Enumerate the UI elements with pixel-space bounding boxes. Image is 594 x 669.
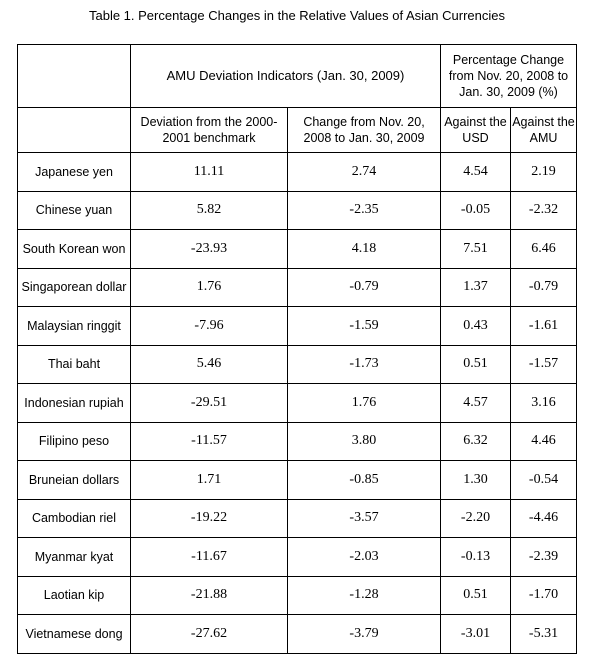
header-deviation: Deviation from the 2000-2001 benchmark [130,107,288,153]
against-usd-cell: -3.01 [440,614,511,654]
against-amu-cell: -1.57 [510,344,577,384]
against-amu-cell: -2.32 [510,190,577,230]
deviation-cell: 5.82 [130,190,288,230]
change-cell: -2.35 [287,190,441,230]
change-cell: 1.76 [287,383,441,423]
header-amu-deviation-indicators: AMU Deviation Indicators (Jan. 30, 2009) [130,44,441,108]
header-against-amu: Against the AMU [510,107,577,153]
header-change: Change from Nov. 20, 2008 to Jan. 30, 20… [287,107,441,153]
against-usd-cell: 0.51 [440,575,511,615]
deviation-cell: -27.62 [130,614,288,654]
change-cell: 3.80 [287,421,441,461]
against-usd-cell: -2.20 [440,498,511,538]
deviation-cell: -29.51 [130,383,288,423]
change-cell: -2.03 [287,537,441,577]
deviation-cell: -7.96 [130,306,288,346]
currency-name-cell: South Korean won [17,229,131,269]
against-amu-cell: -1.70 [510,575,577,615]
change-cell: -3.79 [287,614,441,654]
change-cell: -0.85 [287,460,441,500]
table-row: Indonesian rupiah -29.51 1.76 4.57 3.16 [17,383,577,423]
currency-name-cell: Singaporean dollar [17,267,131,307]
change-cell: -1.59 [287,306,441,346]
currency-name-cell: Filipino peso [17,421,131,461]
currency-name-cell: Myanmar kyat [17,537,131,577]
change-cell: -1.73 [287,344,441,384]
table-row: Cambodian riel -19.22 -3.57 -2.20 -4.46 [17,498,577,538]
table-row: Myanmar kyat -11.67 -2.03 -0.13 -2.39 [17,537,577,577]
against-amu-cell: 4.46 [510,421,577,461]
table-row: Filipino peso -11.57 3.80 6.32 4.46 [17,421,577,461]
currency-name-cell: Japanese yen [17,152,131,192]
deviation-cell: 1.71 [130,460,288,500]
currency-name-cell: Cambodian riel [17,498,131,538]
change-cell: -1.28 [287,575,441,615]
table-row: Laotian kip -21.88 -1.28 0.51 -1.70 [17,575,577,615]
header-row-groups: AMU Deviation Indicators (Jan. 30, 2009)… [17,44,577,108]
against-amu-cell: 2.19 [510,152,577,192]
against-usd-cell: 6.32 [440,421,511,461]
table-title: Table 1. Percentage Changes in the Relat… [88,8,505,23]
against-amu-cell: -0.54 [510,460,577,500]
change-cell: 2.74 [287,152,441,192]
currency-name-cell: Malaysian ringgit [17,306,131,346]
currency-name-cell: Bruneian dollars [17,460,131,500]
currency-name-cell: Thai baht [17,344,131,384]
against-amu-cell: -1.61 [510,306,577,346]
against-amu-cell: 3.16 [510,383,577,423]
currency-table: AMU Deviation Indicators (Jan. 30, 2009)… [17,44,577,654]
table-row: Bruneian dollars 1.71 -0.85 1.30 -0.54 [17,460,577,500]
against-usd-cell: 1.30 [440,460,511,500]
table-row: Singaporean dollar 1.76 -0.79 1.37 -0.79 [17,267,577,307]
table-row: Chinese yuan 5.82 -2.35 -0.05 -2.32 [17,190,577,230]
currency-name-cell: Vietnamese dong [17,614,131,654]
against-usd-cell: 4.54 [440,152,511,192]
currency-name-cell: Laotian kip [17,575,131,615]
table-row: Japanese yen 11.11 2.74 4.54 2.19 [17,152,577,192]
table-row: Vietnamese dong -27.62 -3.79 -3.01 -5.31 [17,614,577,654]
change-cell: -3.57 [287,498,441,538]
against-amu-cell: -2.39 [510,537,577,577]
table-row: South Korean won -23.93 4.18 7.51 6.46 [17,229,577,269]
against-usd-cell: 4.57 [440,383,511,423]
deviation-cell: -19.22 [130,498,288,538]
header-against-usd: Against the USD [440,107,511,153]
deviation-cell: -11.67 [130,537,288,577]
currency-name-cell: Chinese yuan [17,190,131,230]
header-corner-cell [17,107,131,153]
against-amu-cell: -5.31 [510,614,577,654]
against-usd-cell: -0.05 [440,190,511,230]
deviation-cell: 11.11 [130,152,288,192]
against-usd-cell: 0.43 [440,306,511,346]
currency-name-cell: Indonesian rupiah [17,383,131,423]
deviation-cell: -23.93 [130,229,288,269]
against-usd-cell: 1.37 [440,267,511,307]
header-row-columns: Deviation from the 2000-2001 benchmark C… [17,107,577,153]
against-usd-cell: 0.51 [440,344,511,384]
deviation-cell: 5.46 [130,344,288,384]
deviation-cell: 1.76 [130,267,288,307]
change-cell: 4.18 [287,229,441,269]
header-percentage-change: Percentage Change from Nov. 20, 2008 to … [440,44,577,108]
against-amu-cell: 6.46 [510,229,577,269]
deviation-cell: -11.57 [130,421,288,461]
against-usd-cell: 7.51 [440,229,511,269]
table-row: Thai baht 5.46 -1.73 0.51 -1.57 [17,344,577,384]
deviation-cell: -21.88 [130,575,288,615]
against-amu-cell: -0.79 [510,267,577,307]
against-usd-cell: -0.13 [440,537,511,577]
against-amu-cell: -4.46 [510,498,577,538]
header-corner-cell [17,44,131,108]
change-cell: -0.79 [287,267,441,307]
table-row: Malaysian ringgit -7.96 -1.59 0.43 -1.61 [17,306,577,346]
